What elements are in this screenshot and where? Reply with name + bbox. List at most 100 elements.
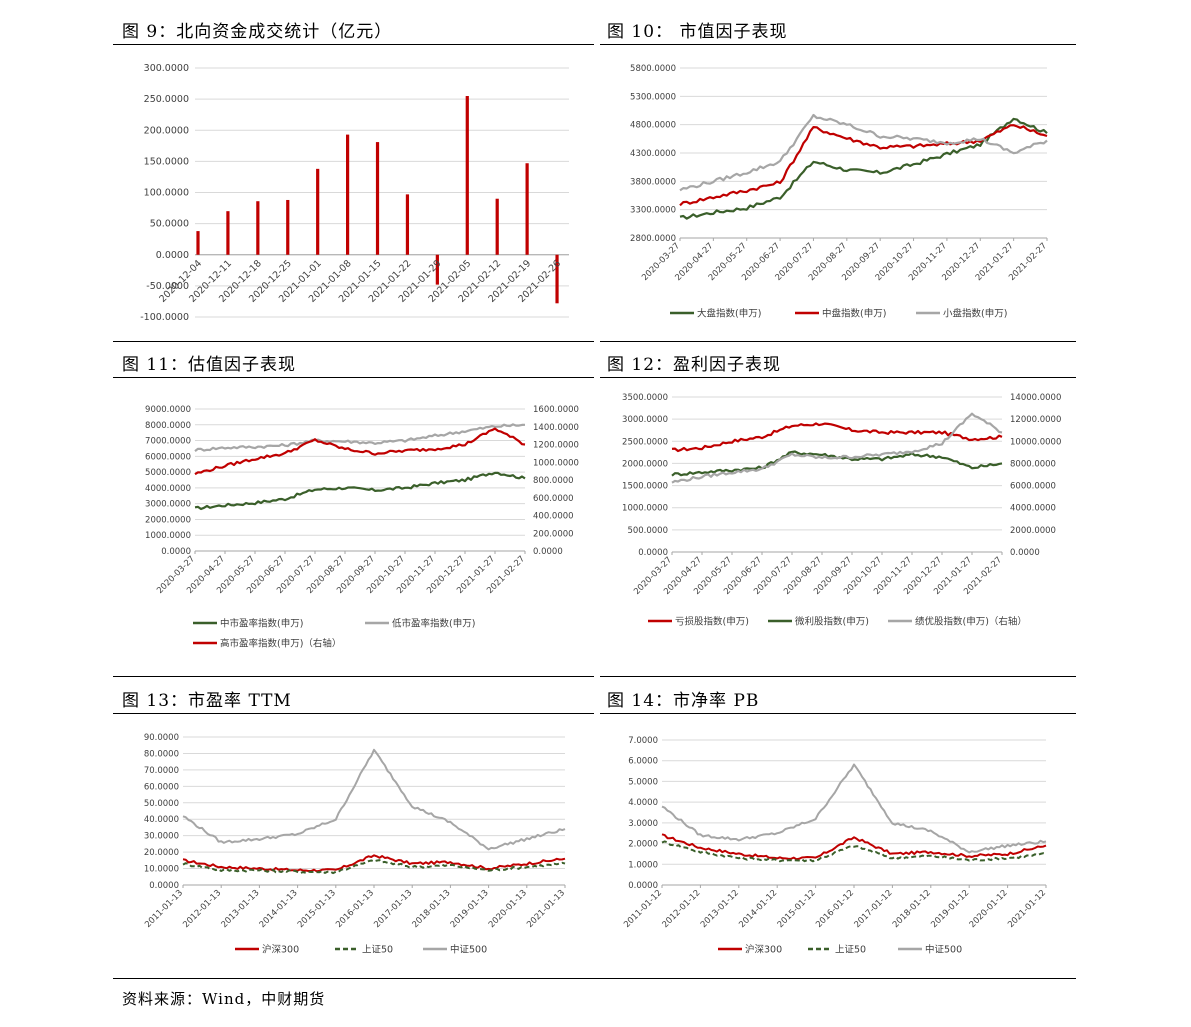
y-tick-label: 1500.0000 <box>622 482 668 492</box>
y2-tick-label: 8000.0000 <box>1010 459 1056 469</box>
x-tick-label: 2012-01-13 <box>181 888 223 930</box>
legend-label: 中证500 <box>925 944 962 956</box>
y2-tick-label: 800.0000 <box>533 476 574 486</box>
divider-2-right <box>600 676 1076 677</box>
y-tick-label: 30.0000 <box>144 832 179 842</box>
bar <box>525 163 529 255</box>
y-tick-label: 2500.0000 <box>622 437 668 447</box>
y-tick-label: 6000.0000 <box>145 452 191 462</box>
y2-tick-label: 4000.0000 <box>1010 504 1056 514</box>
x-tick-label: 2011-01-12 <box>622 888 664 930</box>
x-tick-label: 2016-01-13 <box>334 888 376 930</box>
y-tick-label: 300.0000 <box>144 63 189 74</box>
caption-rule-bottom-left <box>113 713 594 714</box>
source-note: 资料来源：Wind，中财期货 <box>122 990 326 1008</box>
legend-label: 中证500 <box>450 944 487 956</box>
y-tick-label: 250.0000 <box>144 94 189 105</box>
legend-label: 沪深300 <box>745 944 782 956</box>
bar <box>555 254 559 304</box>
legend-label: 低市盈率指数(申万) <box>392 618 475 630</box>
x-tick-label: 2015-01-12 <box>776 888 818 930</box>
x-tick-label: 2011-01-13 <box>143 888 185 930</box>
y-tick-label: 500.0000 <box>627 526 668 536</box>
divider-2-left <box>113 676 594 677</box>
bar <box>435 254 439 285</box>
fig12-chart: 0.0000 500.0000 1000.0000 1500.0000 2000.000… <box>600 385 1076 645</box>
series-line-2 <box>182 748 566 851</box>
y-tick-label: 0.0000 <box>161 547 191 557</box>
y-tick-label: 3000.0000 <box>622 415 668 425</box>
legend-label: 微利股指数(申万) <box>795 616 869 628</box>
x-tick-label: 2019-01-12 <box>929 888 971 930</box>
x-tick-label: 2017-01-12 <box>853 888 895 930</box>
bar <box>256 201 260 255</box>
series-line-2 <box>679 113 1048 192</box>
y-tick-label: 1000.0000 <box>145 531 191 541</box>
y-tick-label: 0.0000 <box>156 250 189 261</box>
y-tick-label: 3000.0000 <box>145 500 191 510</box>
y-tick-label: 5300.0000 <box>630 92 676 102</box>
bar <box>226 211 230 255</box>
legend-label: 中盘指数(申万) <box>822 308 886 320</box>
y-tick-label: 0.0000 <box>638 548 668 558</box>
caption-rule-bottom-right <box>600 713 1076 714</box>
y-tick-label: 4000.0000 <box>145 484 191 494</box>
y-tick-label: 1000.0000 <box>622 504 668 514</box>
series-line-1 <box>679 124 1048 207</box>
bar <box>375 142 380 255</box>
x-tick-label: 2016-01-12 <box>814 888 856 930</box>
y-tick-label: 3500.0000 <box>622 393 668 403</box>
x-tick-label: 2014-01-12 <box>737 888 779 930</box>
y2-tick-label: 0.0000 <box>533 547 563 557</box>
y-tick-label: 100.0000 <box>144 188 189 199</box>
y2-tick-label: 200.0000 <box>533 529 574 539</box>
y-tick-label: 4300.0000 <box>630 149 676 159</box>
series-line-0 <box>182 854 566 873</box>
fig10-caption: 图 10： 市值因子表现 <box>607 22 788 42</box>
fig11-chart: 0.0000 1000.0000 2000.0000 3000.0000 4000.00… <box>113 385 593 665</box>
y2-tick-label: 0.0000 <box>1010 548 1040 558</box>
y2-tick-label: 10000.0000 <box>1010 437 1061 447</box>
fig13-chart: 0.0000 10.0000 20.0000 30.0000 40.0000 50.000… <box>113 722 593 970</box>
x-tick-label: 2014-01-13 <box>258 888 300 930</box>
y-tick-label: -50.0000 <box>146 281 189 292</box>
x-tick-label: 2013-01-13 <box>220 888 262 930</box>
y-tick-label: 60.0000 <box>144 782 179 792</box>
fig9-caption: 图 9：北向资金成交统计（亿元） <box>122 22 393 42</box>
legend-label: 亏损股指数(申万) <box>675 616 749 628</box>
legend-label: 沪深300 <box>262 944 299 956</box>
y-tick-label: 20.0000 <box>144 848 179 858</box>
fig13-caption: 图 13：市盈率 TTM <box>122 691 292 711</box>
fig12-caption: 图 12：盈利因子表现 <box>607 355 782 375</box>
legend-label: 绩优股指数(申万)（右轴） <box>915 616 1027 628</box>
y2-tick-label: 14000.0000 <box>1010 393 1061 403</box>
y-tick-label: 6.0000 <box>628 757 658 767</box>
series-line-2 <box>194 427 526 476</box>
legend-label: 中市盈率指数(申万) <box>220 618 303 630</box>
y-tick-label: -100.0000 <box>140 312 189 323</box>
series-line-1 <box>661 840 1047 863</box>
series-line-0 <box>194 471 526 511</box>
x-tick-label: 2021-01-12 <box>1006 888 1048 930</box>
legend-label: 上证50 <box>362 945 393 956</box>
bar <box>286 199 290 255</box>
x-tick-label: 2018-01-13 <box>411 888 453 930</box>
y-tick-label: 7000.0000 <box>145 437 191 447</box>
y2-tick-label: 1200.0000 <box>533 441 579 451</box>
y-tick-label: 5800.0000 <box>630 64 676 74</box>
y-tick-label: 8000.0000 <box>145 421 191 431</box>
y-tick-label: 3.0000 <box>628 819 658 829</box>
y-tick-label: 9000.0000 <box>145 405 191 415</box>
y-tick-label: 0.0000 <box>149 881 179 891</box>
y-tick-label: 5.0000 <box>628 777 658 787</box>
y-tick-label: 2000.0000 <box>622 459 668 469</box>
y2-tick-label: 1000.0000 <box>533 458 579 468</box>
y2-tick-label: 1600.0000 <box>533 405 579 415</box>
y-tick-label: 5000.0000 <box>145 468 191 478</box>
fig10-chart: 2800.0000 3300.0000 3800.0000 4300.0000 4800… <box>600 50 1076 335</box>
fig9-chart: -100.0000 -50.0000 0.0000 50.0000 100.0000 15… <box>113 50 593 330</box>
fig14-chart: 0.0000 1.0000 2.0000 3.0000 4.0000 5.0000 6.00… <box>600 722 1076 970</box>
y-tick-label: 3300.0000 <box>630 206 676 216</box>
caption-rule-top-right <box>600 44 1076 45</box>
caption-rule-mid-left <box>113 377 594 378</box>
